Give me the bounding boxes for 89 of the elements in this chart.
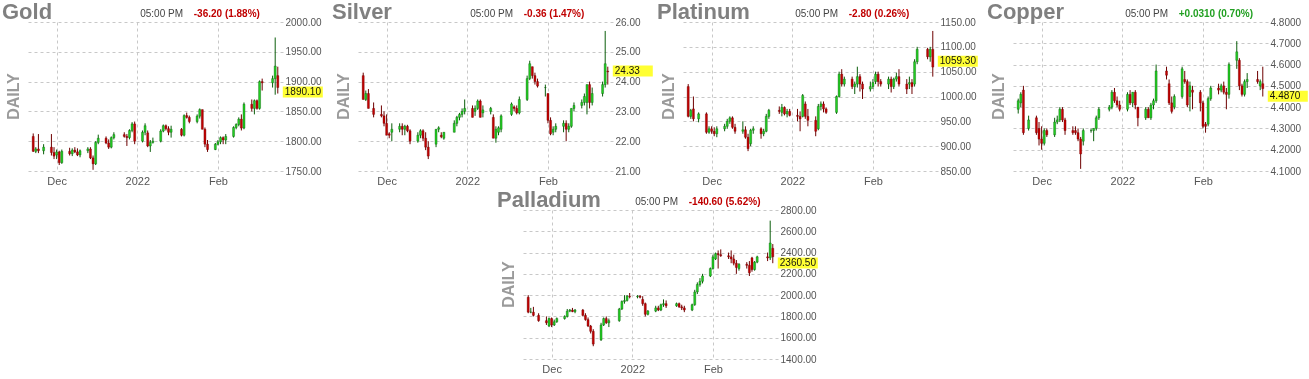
candlestick [50, 133, 53, 156]
y-tick-label: 1800.00 [285, 135, 323, 147]
text: -140.60 (5.62%) [688, 196, 761, 207]
text: 05:00 PM [140, 8, 184, 19]
candlestick [481, 104, 485, 118]
y-tick-label: 4.6000 [1270, 59, 1302, 71]
annotation: 4.4870 [1269, 90, 1301, 102]
y-tick-label: 1400.00 [780, 353, 818, 365]
text: -2.80 (0.26%) [848, 8, 910, 19]
x-tick-label: Feb [863, 174, 883, 187]
x-tick-label: Feb [538, 174, 558, 187]
candlestick [512, 104, 516, 112]
candlestick [385, 113, 388, 136]
candlestick [544, 84, 547, 97]
x-tick-label: Dec [1032, 174, 1053, 187]
y-tick-label: 1050.00 [940, 66, 978, 78]
y-tick-label: 1100.00 [940, 41, 977, 53]
candlestick [814, 115, 817, 137]
candlestick [1188, 81, 1192, 112]
text: -36.20 (1.88%) [193, 8, 260, 19]
text: 05:00 PM [795, 8, 839, 19]
text: 05:00 PM [635, 196, 679, 207]
x-tick-label: Feb [703, 362, 723, 375]
x-tick-label: 2022 [125, 174, 151, 187]
y-tick-label: 21.00 [615, 165, 641, 177]
chart-title: Silver [332, 0, 393, 24]
y-tick-label: 4.3000 [1270, 122, 1302, 134]
y-tick-label: 2800.00 [780, 204, 818, 216]
candlestick [599, 322, 603, 342]
y-tick-label: 4.4000 [1270, 101, 1302, 113]
x-tick-label: Dec [377, 174, 398, 187]
x-tick-label: 2022 [620, 362, 646, 375]
y-tick-label: 22.00 [615, 135, 641, 147]
x-tick-label: Dec [542, 362, 563, 375]
x-tick-label: Dec [702, 174, 723, 187]
y-tick-label: 900.00 [940, 140, 972, 152]
y-tick-label: 4.2000 [1270, 144, 1302, 156]
y-axis-title: DAILY [660, 72, 677, 120]
x-tick-label: 2022 [780, 174, 806, 187]
annotation: 1890.10 [284, 86, 322, 98]
chart-title: Copper [987, 0, 1065, 24]
y-axis-title: DAILY [500, 260, 517, 308]
y-axis-title: DAILY [335, 72, 352, 120]
x-tick-label: 2022 [1110, 174, 1136, 187]
candlestick [607, 318, 611, 328]
y-axis-title: DAILY [5, 72, 22, 120]
y-tick-label: 2200.00 [780, 268, 818, 280]
text: 05:00 PM [470, 8, 514, 19]
x-tick-label: Dec [47, 174, 68, 187]
text: 05:00 PM [1125, 8, 1169, 19]
y-tick-label: 2400.00 [780, 247, 818, 259]
candlestick [1191, 85, 1194, 110]
y-tick-label: 26.00 [615, 16, 641, 28]
x-tick-label: Feb [208, 174, 228, 187]
candlestick [606, 66, 609, 86]
y-tick-label: 1600.00 [780, 332, 818, 344]
y-tick-label: 950.00 [940, 115, 972, 127]
y-tick-label: 23.00 [615, 105, 641, 117]
y-tick-label: 1150.00 [940, 16, 977, 28]
y-tick-label: 4.8000 [1270, 16, 1302, 28]
y-tick-label: 1800.00 [780, 310, 818, 322]
annotation: 2360.50 [779, 257, 817, 269]
y-tick-label: 1900.00 [285, 76, 323, 88]
y-tick-label: 1000.00 [940, 91, 978, 102]
y-tick-label: 1950.00 [285, 46, 323, 58]
text: +0.0310 (0.70%) [1178, 8, 1253, 19]
y-tick-label: 25.00 [615, 46, 641, 58]
candlestick [1235, 40, 1238, 70]
candlestick [817, 103, 820, 131]
y-tick-label: 24.00 [615, 76, 641, 88]
chart-title: Palladium [497, 187, 601, 212]
x-tick-label: 2022 [455, 174, 481, 187]
y-tick-label: 4.1000 [1270, 165, 1302, 177]
y-tick-label: 2000.00 [780, 289, 818, 301]
x-tick-label: Feb [1193, 174, 1213, 187]
candlestick [492, 113, 495, 139]
y-tick-label: 2000.00 [285, 16, 323, 28]
text: -0.36 (1.47%) [523, 8, 585, 19]
annotation: 1059.30 [939, 55, 977, 67]
chart-title: Platinum [657, 0, 750, 24]
y-tick-label: 2600.00 [780, 225, 818, 237]
y-tick-label: 1850.00 [285, 105, 323, 117]
y-tick-label: 850.00 [940, 165, 972, 177]
chart-title: Gold [2, 0, 53, 24]
y-tick-label: 4.5000 [1270, 80, 1302, 92]
annotation: 24.33 [614, 65, 641, 77]
y-tick-label: 4.7000 [1270, 37, 1302, 49]
y-tick-label: 1750.00 [285, 165, 323, 177]
y-axis-title: DAILY [990, 72, 1007, 120]
